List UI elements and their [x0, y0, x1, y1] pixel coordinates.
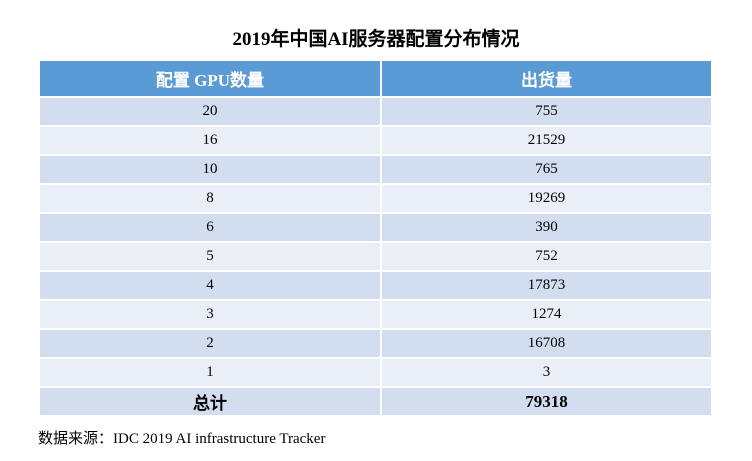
table-row: 6 390 [38, 212, 713, 243]
shipments-cell: 17873 [380, 270, 713, 301]
gpu-count-cell: 1 [38, 357, 382, 388]
gpu-count-cell: 16 [38, 125, 382, 156]
gpu-count-cell: 4 [38, 270, 382, 301]
header-row: 配置 GPU数量 出货量 [38, 59, 713, 98]
gpu-count-cell: 6 [38, 212, 382, 243]
table-row: 16 21529 [38, 125, 713, 156]
shipments-cell: 765 [380, 154, 713, 185]
source-note: 数据来源：IDC 2019 AI infrastructure Tracker [38, 431, 326, 447]
table-row: 5 752 [38, 241, 713, 272]
table-row: 2 16708 [38, 328, 713, 359]
shipments-cell: 752 [380, 241, 713, 272]
gpu-count-cell: 5 [38, 241, 382, 272]
data-table: 配置 GPU数量 出货量 20 755 16 21529 10 765 8 19269 6 390… [38, 59, 713, 417]
gpu-count-cell: 20 [38, 96, 382, 127]
shipments-cell: 1274 [380, 299, 713, 330]
shipments-cell: 16708 [380, 328, 713, 359]
total-row: 总计 79318 [38, 386, 713, 417]
shipments-cell: 19269 [380, 183, 713, 214]
shipments-cell: 3 [380, 357, 713, 388]
table-row: 10 765 [38, 154, 713, 185]
gpu-count-cell: 2 [38, 328, 382, 359]
gpu-count-cell: 总计 [38, 386, 382, 417]
shipments-cell: 390 [380, 212, 713, 243]
gpu-count-cell: 3 [38, 299, 382, 330]
column-header-gpu-count: 配置 GPU数量 [38, 59, 382, 98]
shipments-cell: 21529 [380, 125, 713, 156]
table-row: 8 19269 [38, 183, 713, 214]
table-title: 2019年中国AI服务器配置分布情况 [232, 29, 520, 50]
table-row: 3 1274 [38, 299, 713, 330]
gpu-count-cell: 10 [38, 154, 382, 185]
gpu-count-cell: 8 [38, 183, 382, 214]
column-header-shipments: 出货量 [380, 59, 713, 98]
table-row: 4 17873 [38, 270, 713, 301]
shipments-cell: 755 [380, 96, 713, 127]
table-row: 20 755 [38, 96, 713, 127]
shipments-cell: 79318 [380, 386, 713, 417]
